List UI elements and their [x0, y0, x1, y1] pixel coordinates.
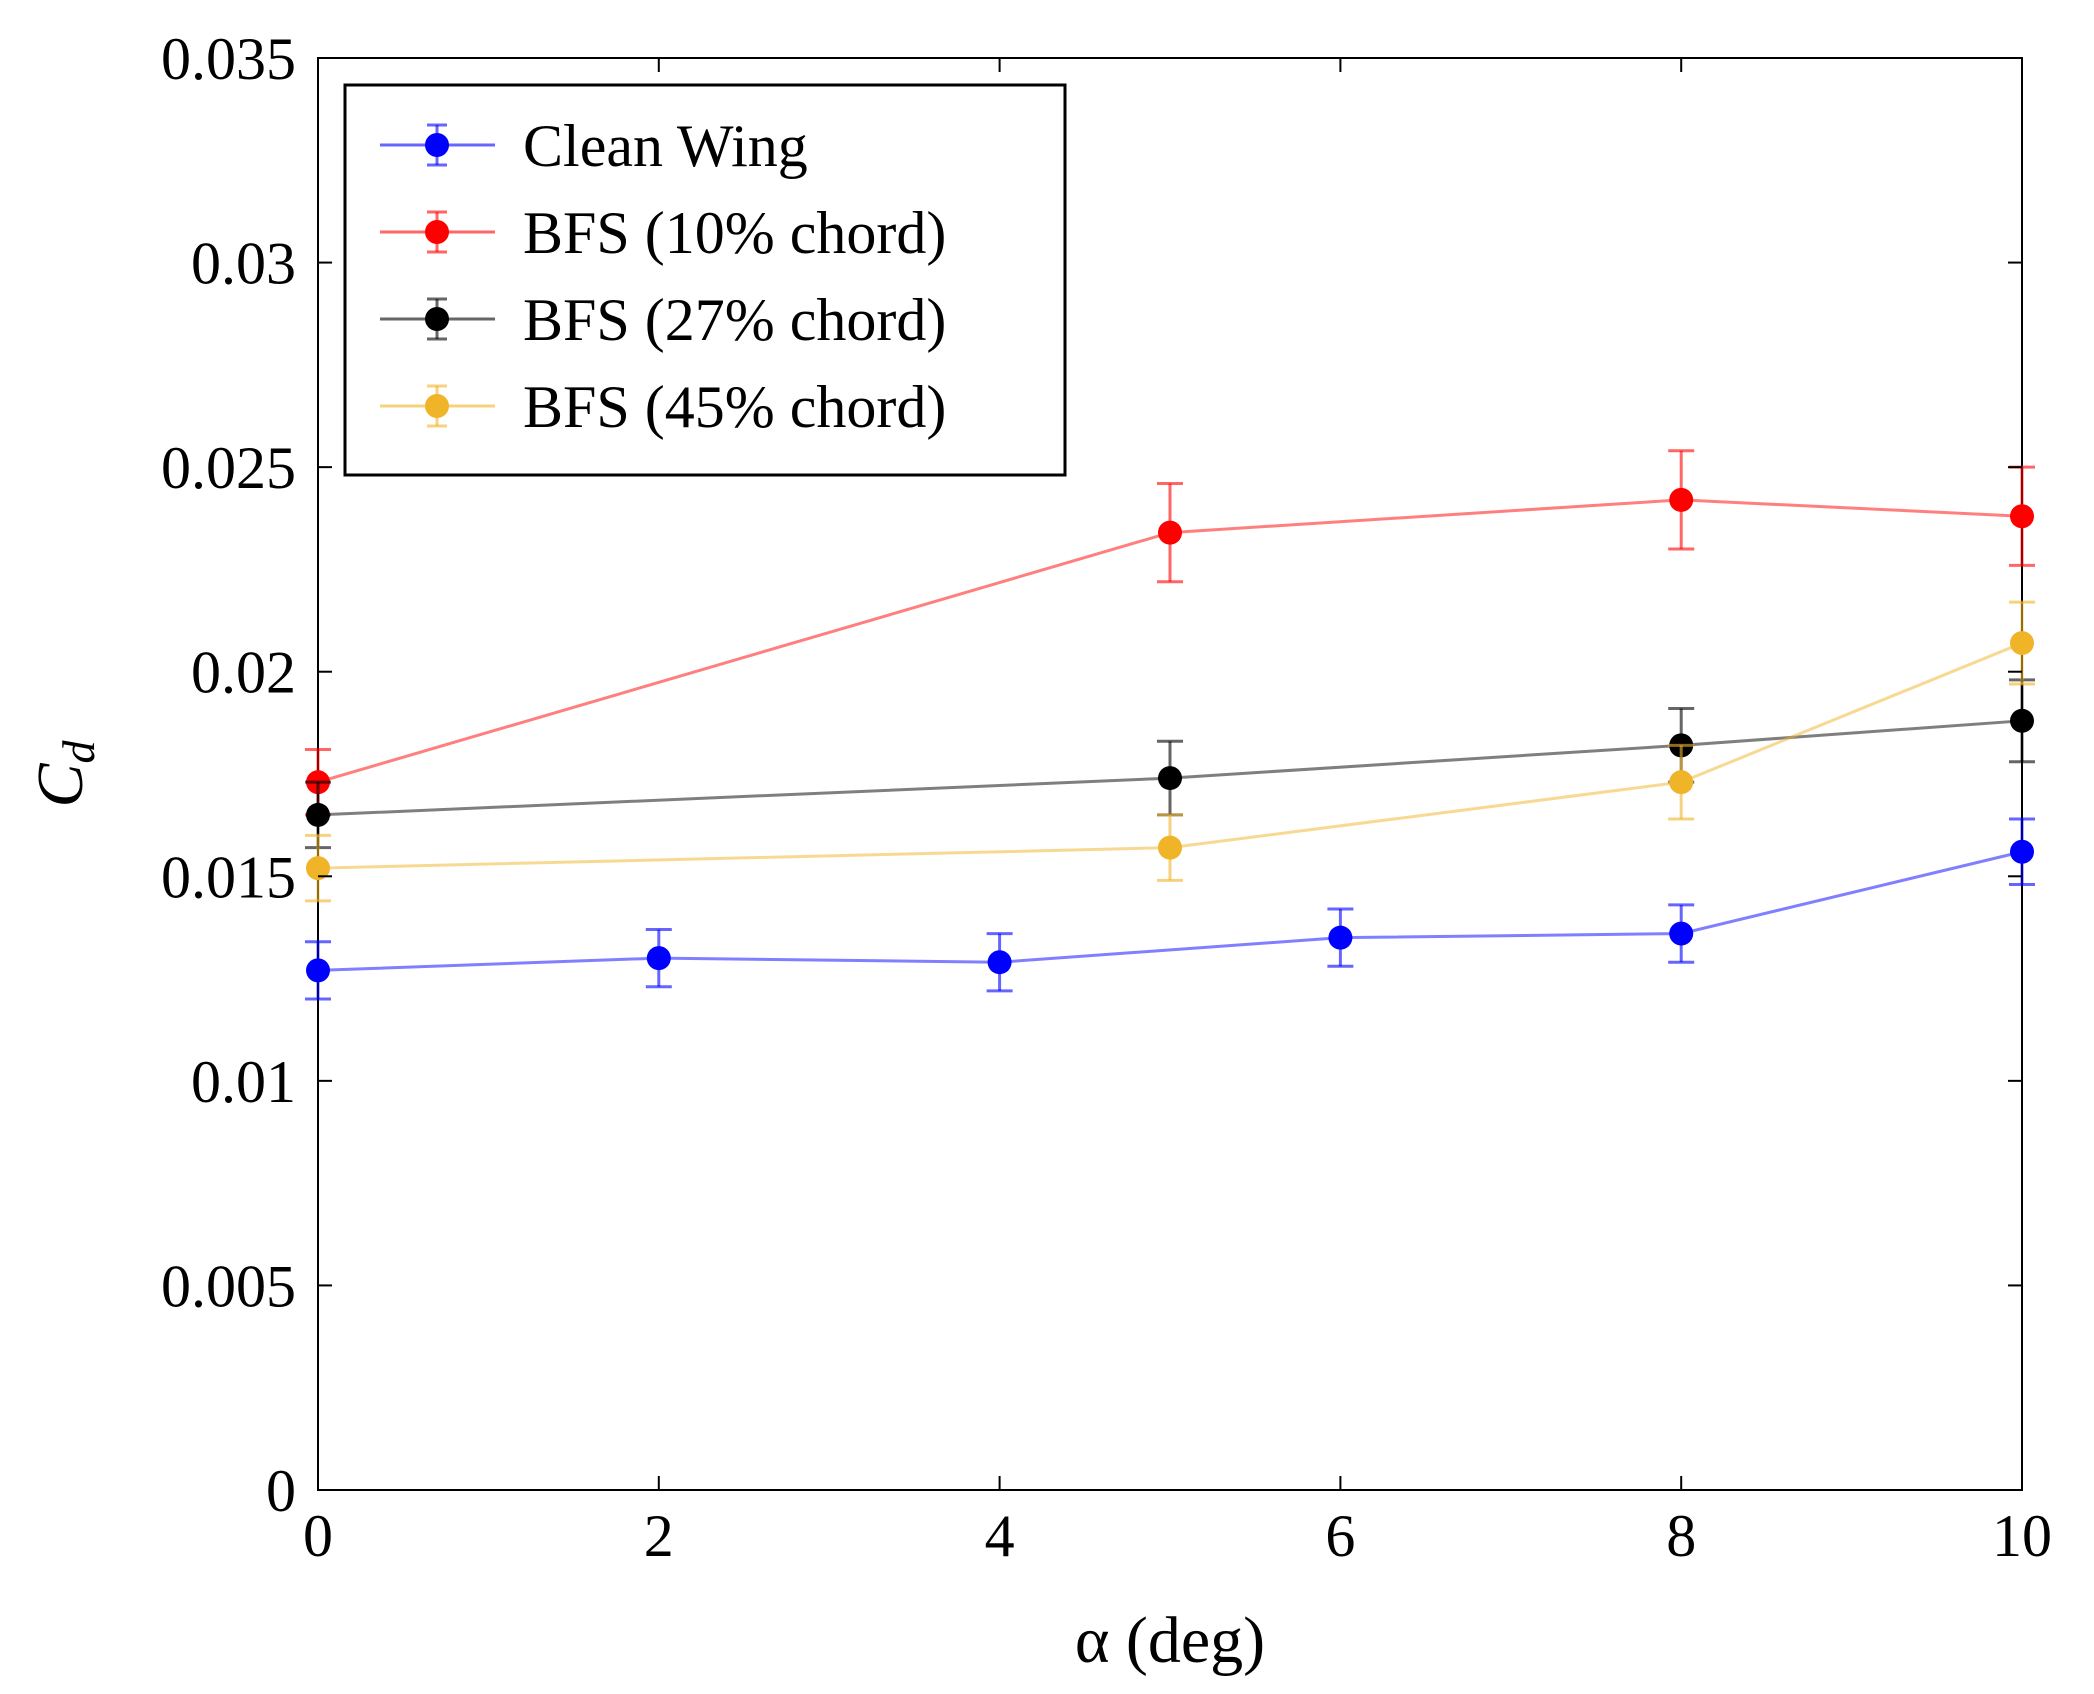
series-line	[317, 641, 2023, 870]
data-point	[1669, 770, 1694, 795]
data-point	[2010, 504, 2034, 529]
data-point	[1328, 925, 1353, 950]
y-tick-label: 0.025	[161, 435, 296, 501]
x-tick-label: 8	[1666, 1503, 1696, 1569]
data-point	[1669, 921, 1694, 946]
y-axis-title-main: C	[24, 763, 97, 808]
data-point	[1158, 835, 1182, 860]
x-tick-label: 0	[303, 1503, 333, 1569]
series-0	[305, 817, 2035, 1001]
data-point	[987, 950, 1012, 975]
axis-ticks: 0 2 4 6 8 10 0 0.005 0.01 0.015 0.02 0.025 0.03 0.035	[161, 26, 2052, 1569]
x-tick-label: 4	[985, 1503, 1015, 1569]
y-tick-label: 0.02	[191, 640, 296, 706]
legend-item: BFS (27% chord)	[380, 287, 946, 353]
series-line	[317, 850, 2023, 972]
data-point	[2010, 708, 2034, 733]
x-tick-label: 6	[1325, 1503, 1355, 1569]
data-point	[2010, 631, 2034, 656]
data-point	[306, 856, 330, 881]
legend-marker	[425, 133, 449, 157]
data-point	[1158, 520, 1182, 545]
y-axis-title-subscript: d	[53, 739, 104, 763]
y-tick-label: 0.03	[191, 231, 296, 297]
y-tick-label: 0.01	[191, 1049, 296, 1115]
legend-item: BFS (10% chord)	[380, 200, 946, 266]
x-axis-title: α (deg)	[1075, 1604, 1265, 1677]
legend: Clean Wing BFS (10% chord) BFS (27% chord)…	[343, 83, 1067, 477]
y-axis-title: Cd	[24, 739, 104, 807]
series-1	[305, 449, 2035, 817]
legend-item: BFS (45% chord)	[380, 374, 946, 440]
data-point	[306, 802, 330, 827]
data-point	[1669, 487, 1694, 512]
series-line	[317, 498, 2023, 784]
legend-label: Clean Wing	[523, 113, 808, 179]
data-point	[1158, 766, 1182, 791]
data-point	[646, 946, 671, 971]
data-point	[2010, 839, 2034, 864]
legend-marker	[425, 307, 449, 331]
series-2	[305, 678, 2035, 850]
y-tick-label: 0.005	[161, 1253, 296, 1319]
y-tick-label: 0.015	[161, 844, 296, 910]
x-tick-label: 2	[644, 1503, 674, 1569]
series-line	[317, 719, 2023, 817]
y-tick-label: 0	[266, 1458, 296, 1524]
y-tick-label: 0.035	[161, 26, 296, 92]
series-layer	[305, 449, 2035, 1001]
legend-label: BFS (10% chord)	[523, 200, 946, 266]
legend-item: Clean Wing	[380, 113, 808, 179]
legend-marker	[425, 394, 449, 418]
series-3	[305, 600, 2035, 903]
legend-label: BFS (27% chord)	[523, 287, 946, 353]
legend-label: BFS (45% chord)	[523, 374, 946, 440]
data-point	[306, 958, 330, 983]
legend-marker	[425, 220, 449, 244]
legend-box	[343, 83, 1067, 477]
x-tick-label: 10	[1992, 1503, 2052, 1569]
